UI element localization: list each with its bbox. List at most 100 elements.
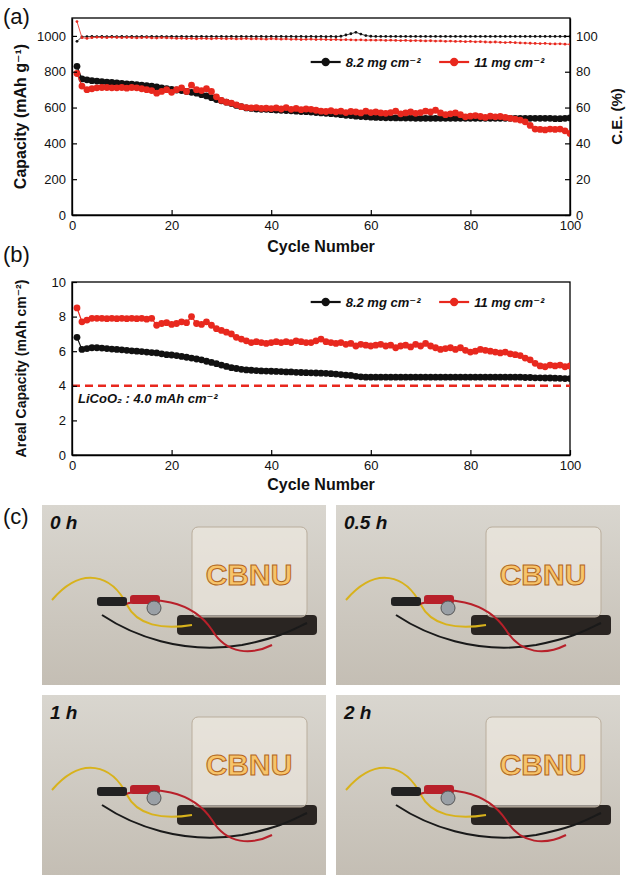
data-point <box>524 35 527 38</box>
y-tick-mark <box>72 143 77 144</box>
x-tick-mark <box>470 450 471 455</box>
data-point <box>74 70 81 77</box>
y2-tick: 40 <box>565 136 590 151</box>
y-tick-label: 2 <box>59 413 66 428</box>
y-tick-mark <box>72 36 77 37</box>
x-tick-label: 40 <box>264 218 278 233</box>
data-point <box>409 39 412 42</box>
data-point <box>200 37 203 40</box>
data-point <box>424 40 427 43</box>
data-point <box>115 36 118 39</box>
data-point <box>364 39 367 42</box>
data-point <box>389 35 392 38</box>
x-tick-label: 80 <box>464 458 478 473</box>
data-point <box>235 38 238 41</box>
y-tick-mark <box>72 317 77 318</box>
data-point <box>74 63 81 70</box>
data-point <box>567 130 570 137</box>
data-point <box>499 35 502 38</box>
data-point <box>459 40 462 43</box>
y-tick-label: 4 <box>59 378 66 393</box>
y-tick-mark <box>72 386 77 387</box>
y-axis-title: Areal Capacity (mAh cm⁻²) <box>13 280 29 458</box>
data-point <box>349 38 352 41</box>
y-tick: 800 <box>44 64 77 79</box>
data-point <box>509 41 512 44</box>
y-tick: 400 <box>44 136 77 151</box>
x-tick-label: 40 <box>264 458 278 473</box>
data-point <box>135 36 138 39</box>
data-point <box>374 35 377 38</box>
y2-tick: 60 <box>565 100 590 115</box>
data-point <box>250 35 253 38</box>
data-point <box>479 40 482 43</box>
data-point <box>384 35 387 38</box>
sign-acrylic <box>192 527 307 617</box>
photo-background <box>336 505 620 685</box>
y-tick-label: 200 <box>44 172 66 187</box>
sign-stand <box>177 805 317 825</box>
x-tick: 20 <box>165 210 179 233</box>
x-tick-mark <box>371 450 372 455</box>
y-tick: 0 <box>59 448 77 463</box>
y2-tick: 0 <box>565 208 583 223</box>
data-point <box>564 43 567 46</box>
y2-tick: 100 <box>565 29 598 44</box>
y-tick: 0 <box>59 208 77 223</box>
y-tick-mark <box>72 107 77 108</box>
data-point <box>305 35 308 38</box>
data-point <box>160 36 163 39</box>
data-point <box>434 35 437 38</box>
data-point <box>315 38 318 41</box>
data-point <box>379 35 382 38</box>
data-point <box>464 35 467 38</box>
y2-axis-title: C.E. (%) <box>608 88 625 145</box>
wire <box>416 790 566 841</box>
y-axis-line <box>72 283 73 456</box>
sign-acrylic <box>192 717 307 807</box>
data-point <box>305 38 308 41</box>
data-point <box>519 35 522 38</box>
data-point <box>479 35 482 38</box>
data-point <box>96 36 99 39</box>
data-point <box>494 35 497 38</box>
data-point <box>335 35 338 38</box>
data-point <box>359 33 362 36</box>
data-point <box>484 35 487 38</box>
x-tick-label: 20 <box>165 218 179 233</box>
sign-stand <box>471 805 611 825</box>
x-axis-title: Cycle Number <box>267 476 375 493</box>
data-point <box>474 40 477 43</box>
data-point <box>91 36 94 39</box>
data-point <box>464 40 467 43</box>
data-point <box>76 20 79 23</box>
photo-frame: CBNU2 h <box>336 695 620 875</box>
series-line <box>77 74 570 134</box>
data-point <box>359 38 362 41</box>
reference-line <box>72 385 570 388</box>
data-point <box>110 35 113 38</box>
y-axis-line <box>72 19 73 216</box>
data-point <box>290 35 293 38</box>
y-tick-label: 6 <box>59 344 66 359</box>
data-point <box>529 42 532 45</box>
data-point <box>340 35 343 38</box>
data-point <box>559 42 562 45</box>
data-point <box>419 35 422 38</box>
data-point <box>188 313 195 320</box>
data-point <box>260 38 263 41</box>
y-tick: 6 <box>59 344 77 359</box>
data-point <box>330 38 333 41</box>
data-point <box>374 39 377 42</box>
x-axis-line <box>73 455 571 456</box>
y-tick-label: 10 <box>52 275 66 290</box>
photo-time-label: 2 h <box>343 702 371 723</box>
data-point <box>449 35 452 38</box>
y2-tick-label: 20 <box>576 172 590 187</box>
legend-label: 8.2 mg cm⁻² <box>346 55 421 70</box>
y2-tick-label: 100 <box>576 29 598 44</box>
data-point <box>454 35 457 38</box>
data-point <box>245 37 248 40</box>
photo-frame: CBNU1 h <box>42 695 326 875</box>
data-point <box>399 39 402 42</box>
